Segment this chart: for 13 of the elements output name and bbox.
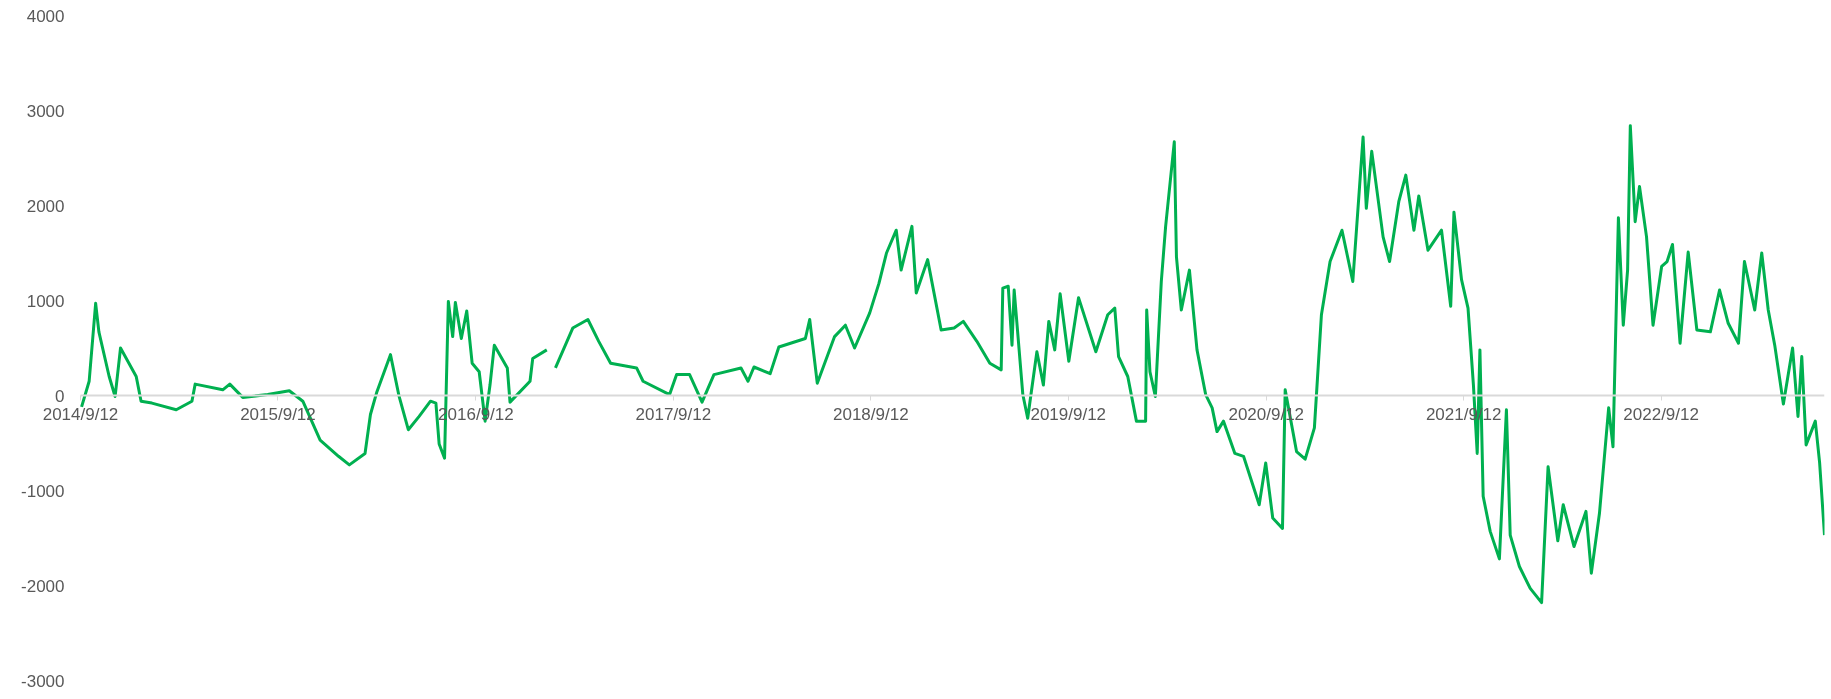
- x-tick-label: 2018/9/12: [833, 404, 909, 424]
- y-tick-label: 1000: [26, 291, 65, 311]
- y-tick-label: 4000: [26, 6, 65, 26]
- x-tick-label: 2019/9/12: [1030, 404, 1107, 424]
- x-tick-label: 2014/9/12: [42, 404, 119, 424]
- y-tick-label: -1000: [21, 481, 65, 501]
- x-tick-label: 2022/9/12: [1623, 404, 1699, 424]
- y-tick-label: 2000: [26, 196, 65, 216]
- x-tick-label: 2017/9/12: [635, 404, 712, 424]
- y-tick-label: 0: [55, 386, 65, 406]
- y-tick-label: 3000: [26, 101, 65, 121]
- y-tick-label: -2000: [21, 576, 65, 596]
- y-tick-label: -3000: [21, 671, 65, 691]
